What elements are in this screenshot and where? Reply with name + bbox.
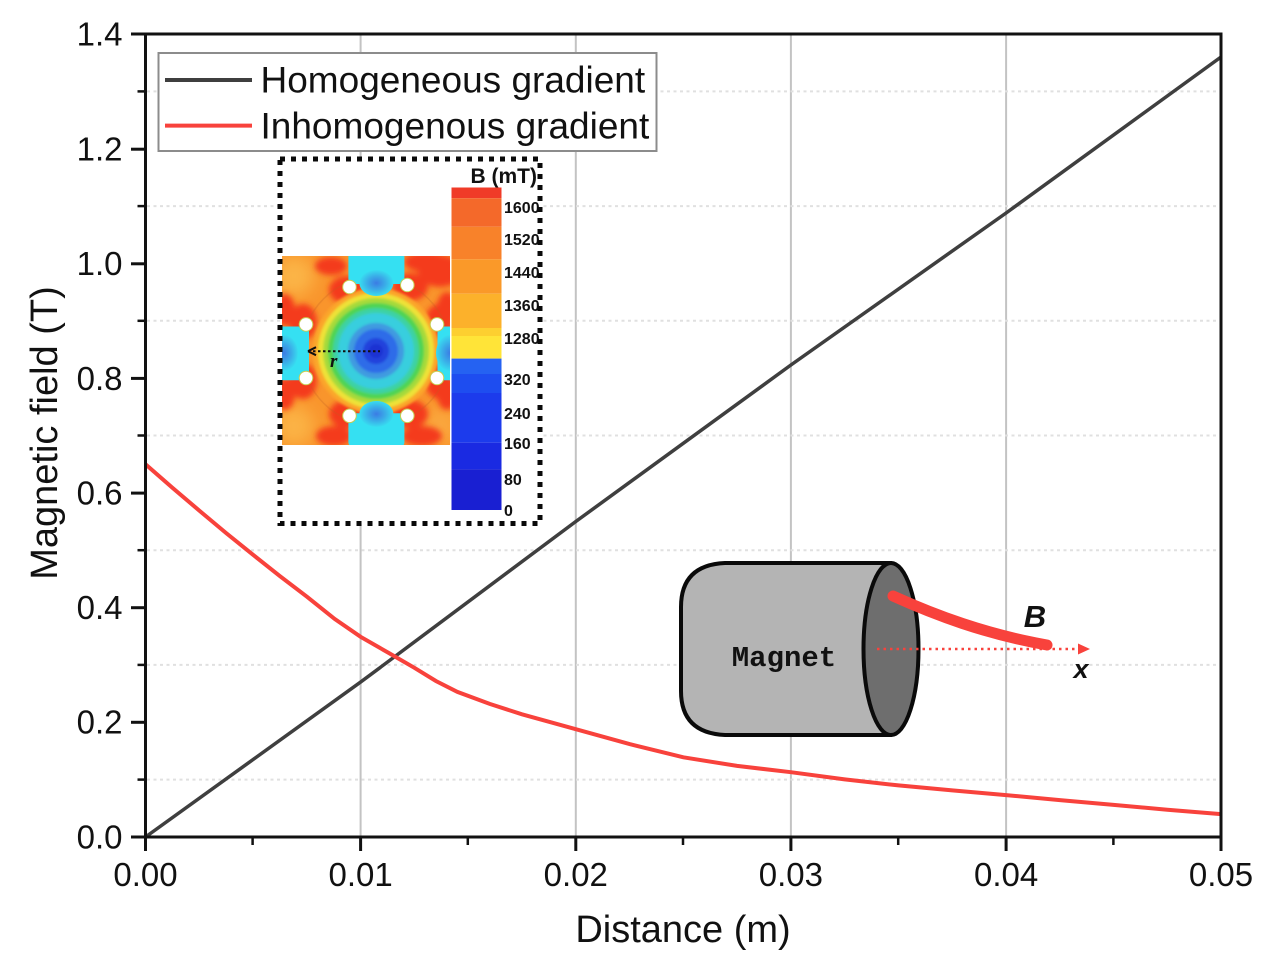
svg-text:Magnet: Magnet [732,642,836,675]
svg-text:1600: 1600 [504,200,540,217]
svg-text:0.6: 0.6 [77,475,123,512]
svg-text:Homogeneous gradient: Homogeneous gradient [261,60,646,101]
svg-text:1360: 1360 [504,298,540,315]
svg-text:0.03: 0.03 [759,856,823,893]
svg-text:r: r [330,351,338,372]
svg-text:0.4: 0.4 [77,589,123,626]
svg-text:0.8: 0.8 [77,360,123,397]
svg-text:0.05: 0.05 [1189,856,1253,893]
svg-text:1.2: 1.2 [77,131,123,168]
svg-text:240: 240 [504,406,531,423]
svg-text:0.04: 0.04 [974,856,1038,893]
svg-text:80: 80 [504,472,522,489]
svg-text:0.00: 0.00 [113,856,177,893]
svg-text:Distance (m): Distance (m) [575,909,790,951]
svg-text:0.2: 0.2 [77,704,123,741]
svg-text:1.0: 1.0 [77,245,123,282]
svg-text:Inhomogenous gradient: Inhomogenous gradient [261,105,651,146]
svg-text:x: x [1071,654,1089,684]
svg-text:1440: 1440 [504,265,540,282]
svg-text:0.01: 0.01 [328,856,392,893]
svg-text:0.0: 0.0 [77,818,123,855]
svg-text:1280: 1280 [504,331,540,348]
svg-text:1520: 1520 [504,232,540,249]
svg-text:320: 320 [504,372,531,389]
svg-text:B: B [1024,599,1046,634]
svg-text:B (mT): B (mT) [471,165,538,188]
svg-text:0: 0 [504,503,513,520]
svg-text:0.02: 0.02 [544,856,608,893]
svg-text:160: 160 [504,436,531,453]
svg-text:Magnetic field (T): Magnetic field (T) [24,286,66,580]
svg-text:1.4: 1.4 [77,15,123,52]
